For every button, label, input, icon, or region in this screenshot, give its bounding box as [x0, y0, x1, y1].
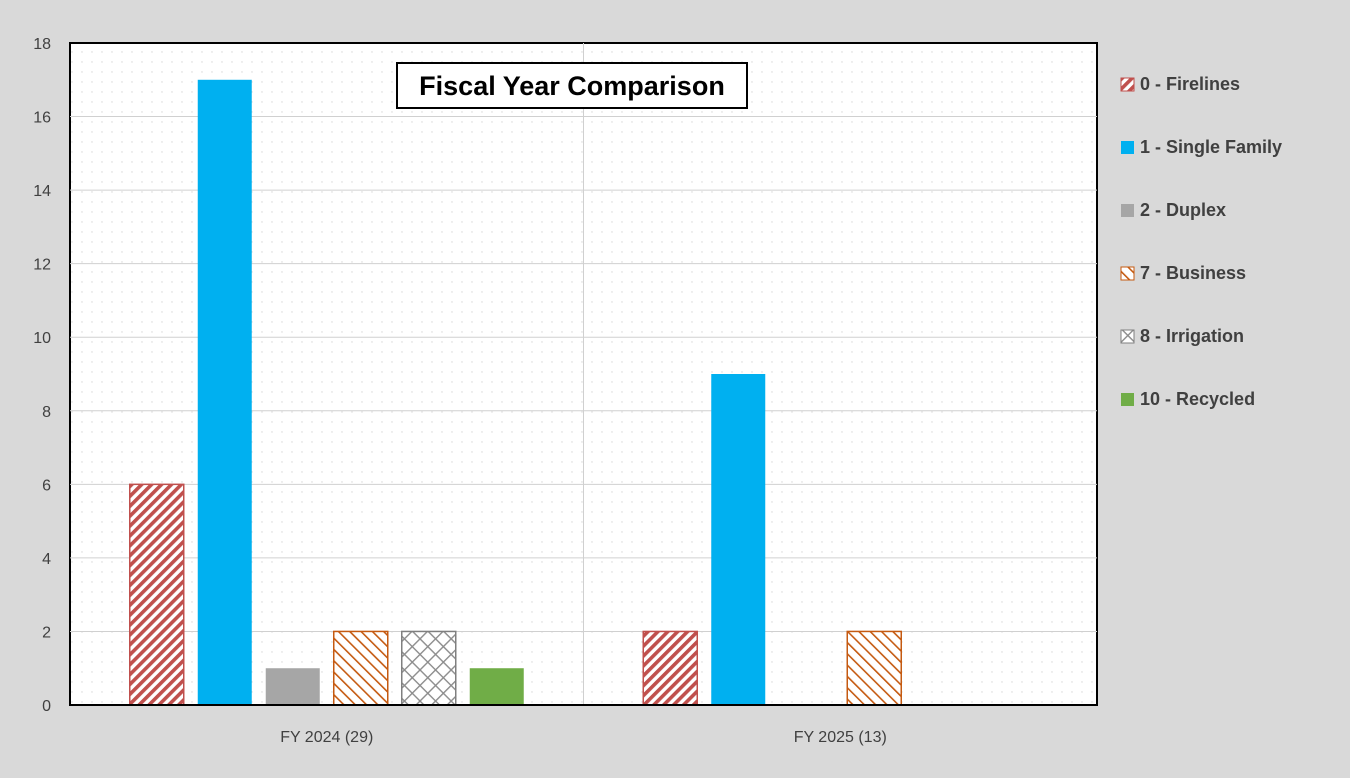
legend: 0 - Firelines 1 - Single Family 2 - Duplex… [1120, 74, 1282, 409]
y-tick-label: 18 [33, 36, 51, 53]
legend-label: 8 - Irrigation [1140, 326, 1244, 346]
legend-swatch [1120, 266, 1135, 281]
bar-1-single-family-1 [711, 374, 766, 705]
y-tick-label: 6 [42, 477, 51, 494]
y-tick-label: 14 [33, 183, 51, 200]
x-category-label: FY 2025 (13) [794, 729, 887, 746]
bar-8-irrigation-0 [401, 630, 457, 706]
bar-2-duplex-0 [265, 668, 320, 705]
y-tick-label: 16 [33, 110, 51, 127]
legend-swatch [1121, 204, 1134, 217]
legend-swatch [1120, 329, 1135, 344]
bar-0-firelines-1 [642, 630, 698, 706]
legend-label: 1 - Single Family [1140, 137, 1282, 157]
legend-label: 7 - Business [1140, 263, 1246, 283]
y-tick-label: 0 [42, 698, 51, 715]
bar-1-single-family-0 [197, 79, 252, 706]
legend-label: 0 - Firelines [1140, 74, 1240, 94]
bar-7-business-0 [333, 630, 389, 706]
y-tick-label: 2 [42, 624, 51, 641]
legend-swatch [1121, 393, 1134, 406]
bar-7-business-1 [846, 630, 902, 706]
legend-label: 10 - Recycled [1140, 389, 1255, 409]
legend-label: 2 - Duplex [1140, 200, 1226, 220]
legend-swatch [1120, 77, 1135, 92]
legend-swatch [1121, 141, 1134, 154]
bar-10-recycled-0 [469, 668, 524, 705]
bar-0-firelines-0 [129, 483, 185, 706]
y-tick-label: 8 [42, 404, 51, 421]
title-frame [396, 62, 748, 109]
chart-title: Fiscal Year Comparison [419, 71, 725, 101]
y-tick-label: 12 [33, 257, 51, 274]
x-category-label: FY 2024 (29) [280, 729, 373, 746]
y-tick-label: 10 [33, 330, 51, 347]
title-box: Fiscal Year Comparison [396, 62, 748, 109]
y-tick-label: 4 [42, 551, 51, 568]
